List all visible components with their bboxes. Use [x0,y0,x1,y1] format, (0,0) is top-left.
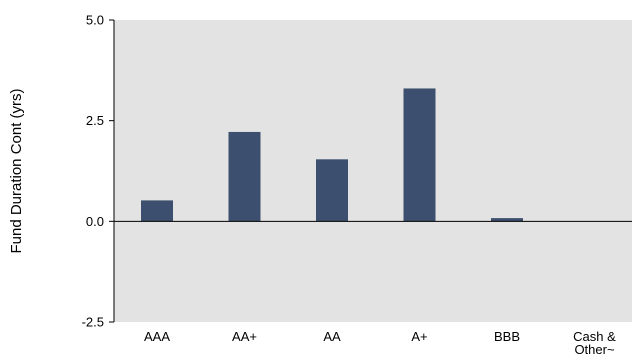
y-tick-label: 5.0 [86,13,104,28]
bar-aa [228,131,261,222]
plot-area [114,20,632,322]
bar-aa [316,159,348,222]
bar-a [403,88,436,222]
y-axis-title: Fund Duration Cont (yrs) [8,88,25,253]
y-tick-label: 0.0 [86,214,104,229]
x-tick-label: A+ [411,329,427,344]
y-tick-label: 2.5 [86,113,104,128]
bar-bbb [491,218,523,222]
bars-group [141,88,523,222]
x-tick-label: AA [323,329,341,344]
y-ticks-group: 5.0 2.5 0.0 -2.5 [82,13,114,330]
x-tick-label: AA+ [232,329,257,344]
y-tick-label: -2.5 [82,315,104,330]
x-tick-label: Cash & Other~ [573,329,616,357]
x-ticks-group: AAA AA+ AA A+ BBB Cash & Other~ [144,329,616,357]
x-tick-label: AAA [144,329,170,344]
bar-aaa [141,200,173,222]
x-tick-label: BBB [494,329,520,344]
